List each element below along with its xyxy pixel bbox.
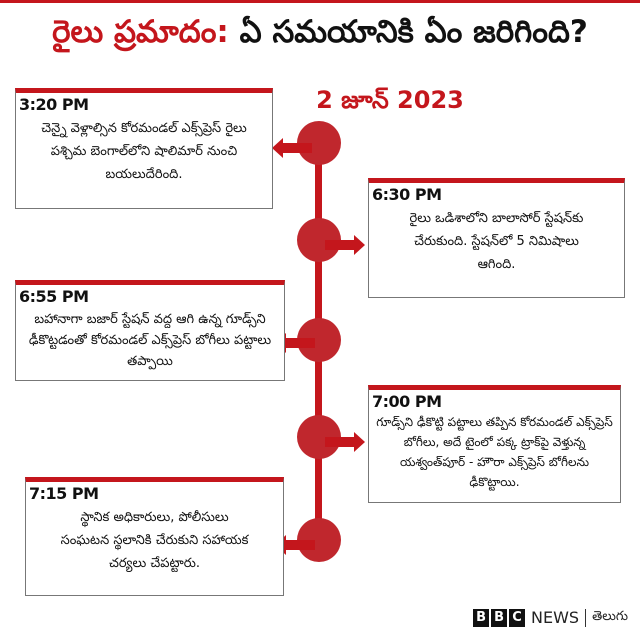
bbc-logo-block: B: [491, 608, 508, 627]
event-card-1: 3:20 PM చెన్నై వెళ్లాల్సిన కోరమండల్ ఎక్స…: [15, 88, 273, 209]
event-time: 6:30 PM: [372, 185, 442, 204]
news-label: NEWS: [531, 608, 580, 627]
event-text: బహానాగా బజార్ స్టేషన్ వద్ద ఆగి ఉన్న గూడ్…: [28, 312, 272, 369]
arrow-right-icon: [325, 432, 365, 452]
title-highlight: రైలు ప్రమాదం:: [52, 14, 229, 50]
event-time: 6:55 PM: [19, 287, 89, 306]
arrow-left-icon: [275, 535, 315, 555]
bbc-logo: B B C: [473, 608, 526, 627]
event-card-5: 7:15 PM స్థానిక అధికారులు, పోలీసులు సంఘట…: [25, 477, 284, 596]
event-time: 3:20 PM: [19, 95, 89, 114]
bbc-news-telugu-logo: B B C NEWS తెలుగు: [473, 608, 628, 627]
event-time: 7:00 PM: [372, 392, 442, 411]
arrow-left-icon: [275, 333, 315, 353]
event-text: స్థానిక అధికారులు, పోలీసులు సంఘటన స్థలాన…: [60, 510, 249, 571]
top-accent-bar: [0, 0, 640, 3]
bbc-logo-block: C: [509, 608, 526, 627]
divider: [585, 608, 587, 627]
date-label: 2 జూన్ 2023: [316, 86, 464, 114]
event-text: చెన్నై వెళ్లాల్సిన కోరమండల్ ఎక్స్‌ప్రెస్…: [41, 121, 247, 182]
event-time: 7:15 PM: [29, 484, 99, 503]
event-card-4: 7:00 PM గూడ్స్‌ని ఢీకొట్టి పట్టాలు తప్పి…: [368, 385, 621, 503]
event-card-2: 6:30 PM రైలు ఒడిశాలోని బాలాసోర్ స్టేషన్‌…: [368, 178, 625, 298]
title-rest: ఏ సమయానికి ఏం జరిగింది?: [228, 14, 588, 50]
page-title: రైలు ప్రమాదం: ఏ సమయానికి ఏం జరిగింది?: [0, 14, 640, 57]
event-text: గూడ్స్‌ని ఢీకొట్టి పట్టాలు తప్పిన కోరమండ…: [376, 415, 613, 489]
arrow-left-icon: [272, 138, 312, 158]
arrow-right-icon: [325, 235, 365, 255]
language-label: తెలుగు: [592, 608, 628, 624]
event-text: రైలు ఒడిశాలోని బాలాసోర్ స్టేషన్‌కు చేరుక…: [409, 211, 584, 272]
event-card-3: 6:55 PM బహానాగా బజార్ స్టేషన్ వద్ద ఆగి ఉ…: [15, 280, 285, 381]
bbc-logo-block: B: [473, 608, 490, 627]
